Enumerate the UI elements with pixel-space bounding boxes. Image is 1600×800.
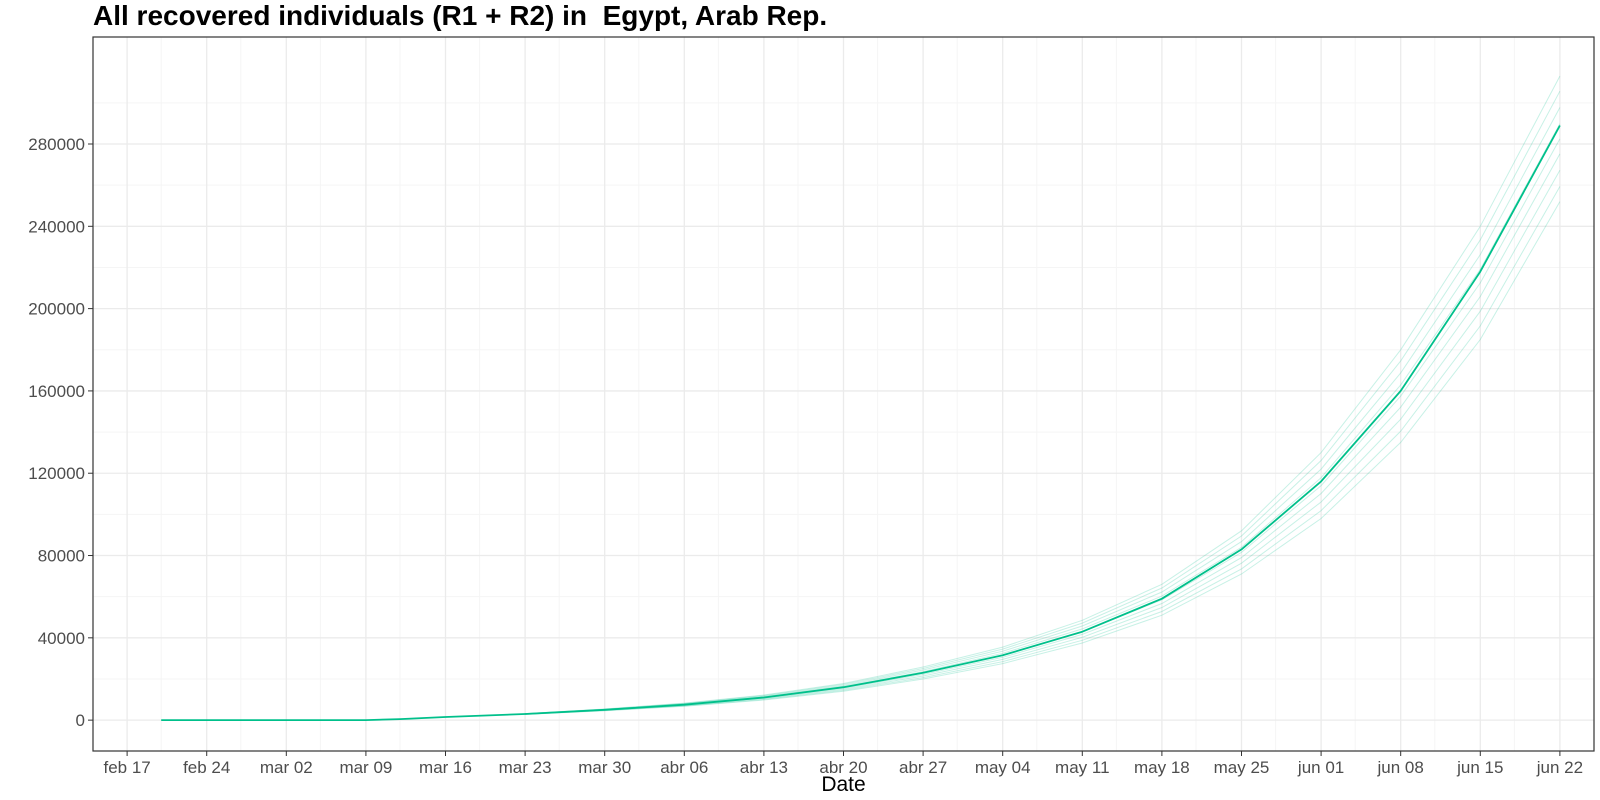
ensemble-band — [525, 75, 1561, 715]
y-tick-label: 120000 — [28, 464, 85, 483]
y-axis-ticks: 0 40000 80000 120000 160000 200000 240000 28000… — [28, 135, 93, 730]
scenario-line — [525, 75, 1561, 715]
x-tick-label: abr 13 — [740, 758, 788, 777]
x-tick-label: abr 06 — [660, 758, 708, 777]
x-tick-label: mar 02 — [260, 758, 313, 777]
x-tick-label: jun 01 — [1297, 758, 1344, 777]
x-tick-label: may 11 — [1055, 758, 1110, 777]
y-tick-label: 80000 — [38, 547, 85, 566]
y-tick-label: 160000 — [28, 382, 85, 401]
y-tick-label: 280000 — [28, 135, 85, 154]
x-tick-label: abr 27 — [899, 758, 947, 777]
x-tick-label: mar 23 — [499, 758, 552, 777]
x-tick-label: feb 24 — [183, 758, 230, 777]
x-axis-ticks: feb 17 feb 24 mar 02 mar 09 mar 16 mar 23 mar … — [103, 751, 1583, 777]
scenario-line — [525, 123, 1561, 715]
x-tick-label: mar 09 — [339, 758, 392, 777]
x-tick-label: may 25 — [1214, 758, 1270, 777]
series-line — [161, 125, 1561, 721]
x-tick-label: may 18 — [1134, 758, 1190, 777]
scenario-line — [525, 107, 1561, 715]
scenario-line — [525, 169, 1561, 715]
series-lines — [161, 125, 1561, 721]
major-gridlines — [93, 37, 1594, 751]
y-tick-label: 240000 — [28, 217, 85, 236]
x-tick-label: jun 22 — [1536, 758, 1583, 777]
minor-gridlines — [93, 37, 1594, 751]
x-tick-label: abr 20 — [819, 758, 867, 777]
x-tick-label: mar 30 — [578, 758, 631, 777]
scenario-line — [525, 90, 1561, 715]
x-tick-label: jun 15 — [1456, 758, 1503, 777]
y-tick-label: 40000 — [38, 629, 85, 648]
x-axis-title: Date — [821, 773, 865, 796]
x-tick-label: may 04 — [975, 758, 1031, 777]
x-tick-label: mar 16 — [419, 758, 472, 777]
chart-title: All recovered individuals (R1 + R2) in E… — [93, 0, 828, 31]
x-tick-label: feb 17 — [103, 758, 150, 777]
x-tick-label: jun 08 — [1377, 758, 1424, 777]
scenario-line — [525, 186, 1561, 715]
scenario-line — [525, 201, 1561, 715]
y-tick-label: 0 — [76, 711, 85, 730]
y-tick-label: 200000 — [28, 300, 85, 319]
scenario-line — [525, 153, 1561, 715]
